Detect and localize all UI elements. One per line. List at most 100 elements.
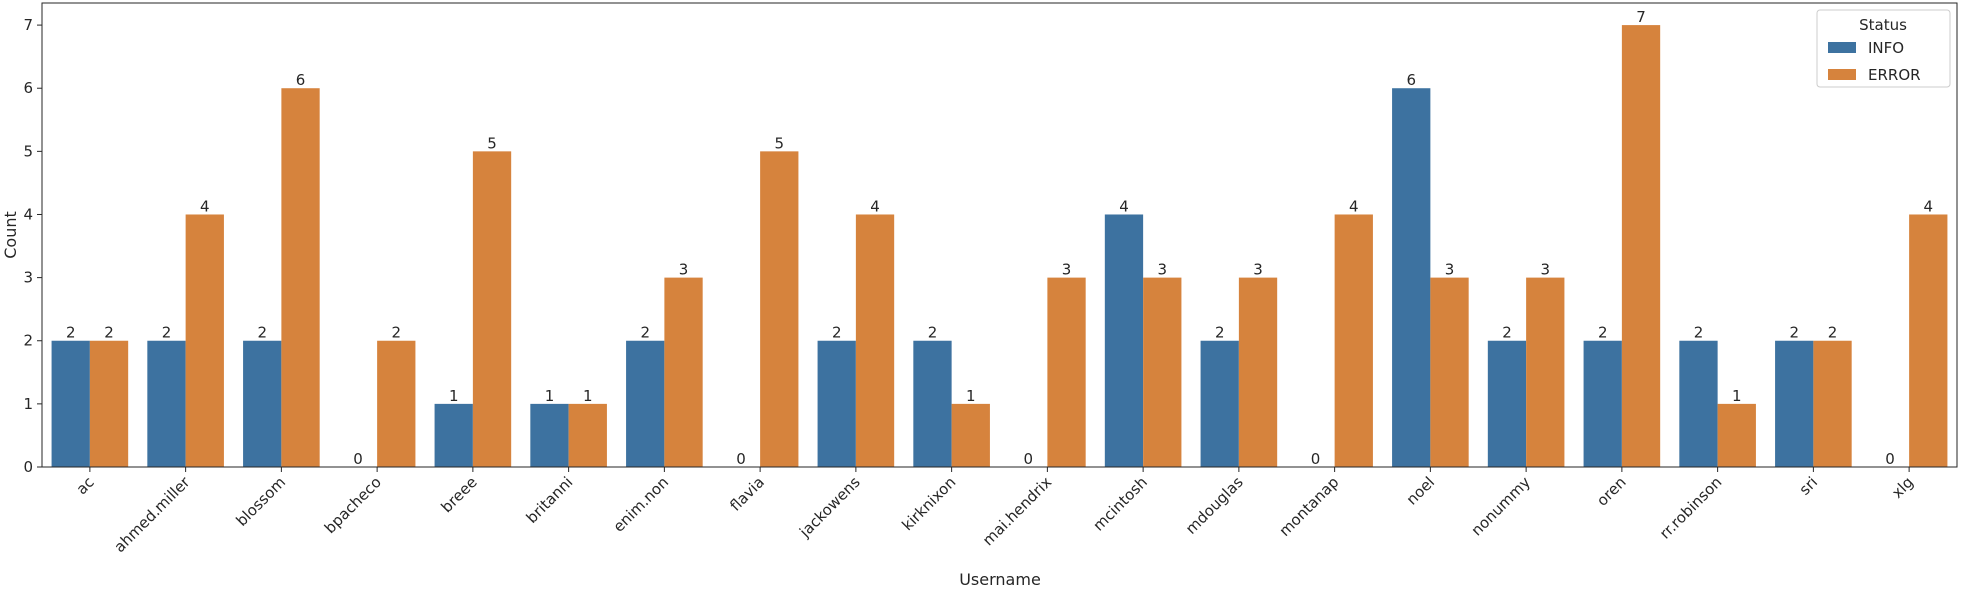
data-label-info-2: 2: [257, 324, 267, 342]
x-tick-label-1: ahmed.miller: [110, 473, 194, 557]
legend-label-info: INFO: [1868, 39, 1904, 57]
data-label-info-14: 6: [1406, 71, 1416, 89]
x-tick-label-7: flavia: [726, 473, 768, 515]
data-label-info-7: 0: [736, 450, 746, 468]
x-axis-title: Username: [959, 570, 1041, 589]
data-label-info-3: 0: [353, 450, 363, 468]
x-tick-label-18: sri: [1796, 473, 1822, 499]
x-tick-label-8: jackowens: [795, 473, 864, 542]
x-tick-label-13: montanap: [1276, 473, 1343, 540]
bar-error-9: [951, 403, 990, 467]
data-label-info-15: 2: [1502, 324, 1512, 342]
data-label-error-14: 3: [1445, 261, 1455, 279]
legend-label-error: ERROR: [1868, 66, 1921, 84]
data-label-info-9: 2: [928, 324, 938, 342]
x-tick-label-2: blossom: [232, 473, 289, 530]
legend-swatch-info: [1828, 42, 1856, 53]
data-label-info-4: 1: [449, 387, 459, 405]
bar-error-3: [377, 340, 416, 467]
data-label-error-10: 3: [1062, 261, 1072, 279]
bar-error-1: [185, 214, 224, 467]
x-tick-label-10: mai.hendrix: [979, 473, 1055, 549]
data-label-error-1: 4: [200, 197, 210, 215]
bar-error-10: [1047, 277, 1086, 467]
data-label-info-19: 0: [1885, 450, 1895, 468]
bar-error-11: [1143, 277, 1182, 467]
bar-error-0: [89, 340, 129, 467]
data-label-info-8: 2: [832, 324, 842, 342]
bar-info-6: [626, 340, 665, 467]
bars-layer: [51, 25, 1948, 467]
x-tick-label-15: nonummy: [1468, 473, 1534, 539]
bar-info-15: [1487, 340, 1527, 467]
x-tick-label-16: oren: [1593, 473, 1630, 510]
data-label-info-12: 2: [1215, 324, 1225, 342]
bar-error-17: [1717, 403, 1756, 467]
bar-error-5: [568, 403, 607, 467]
legend-swatch-error: [1828, 69, 1856, 80]
bar-error-7: [760, 151, 799, 467]
legend: Status INFO ERROR: [1816, 9, 1951, 88]
data-label-info-6: 2: [640, 324, 650, 342]
bar-info-9: [913, 340, 952, 467]
data-label-info-18: 2: [1789, 324, 1799, 342]
data-labels-layer: 2 2 2 4 2 6 0 2 1 5 1 1 2 3 0 5 2 4 2 1 0 3 4 3 2 3 0 4 6 3 2 3 2 7 2 1 2 2 0 4: [66, 8, 1933, 468]
x-tick-label-6: enim.non: [610, 473, 673, 536]
data-label-error-16: 7: [1636, 8, 1646, 26]
x-tick-label-0: ac: [73, 473, 98, 498]
y-tick-label-0: 0: [23, 458, 33, 476]
x-tick-label-14: noel: [1403, 473, 1438, 508]
bar-error-2: [281, 88, 320, 467]
x-tick-label-17: rr.robinson: [1656, 473, 1725, 542]
y-axis: 0 1 2 3 4 5 6 7: [23, 16, 42, 476]
y-tick-label-7: 7: [23, 16, 33, 34]
bar-error-4: [472, 151, 512, 467]
data-label-error-6: 3: [679, 261, 689, 279]
x-tick-label-3: bpacheco: [321, 473, 385, 537]
data-label-info-5: 1: [545, 387, 555, 405]
y-tick-label-4: 4: [23, 205, 33, 223]
bar-error-12: [1238, 277, 1278, 467]
bar-error-14: [1430, 277, 1469, 467]
y-axis-title: Count: [1, 211, 20, 259]
legend-title: Status: [1859, 16, 1907, 34]
data-label-error-4: 5: [487, 134, 497, 152]
y-tick-label-6: 6: [23, 79, 33, 97]
bar-error-19: [1909, 214, 1948, 467]
bar-info-8: [817, 340, 856, 467]
bar-error-16: [1621, 25, 1661, 467]
x-tick-label-12: mdouglas: [1182, 473, 1247, 538]
bar-error-8: [855, 214, 895, 467]
y-tick-label-5: 5: [23, 142, 33, 160]
data-label-info-17: 2: [1694, 324, 1704, 342]
data-label-info-0: 2: [66, 324, 76, 342]
x-axis: ac ahmed.miller blossom bpacheco breee britan…: [73, 467, 1917, 556]
bar-info-4: [434, 403, 473, 467]
bar-info-16: [1583, 340, 1622, 467]
data-label-error-18: 2: [1828, 324, 1838, 342]
data-label-error-9: 1: [966, 387, 976, 405]
bar-error-18: [1813, 340, 1852, 467]
data-label-error-0: 2: [104, 324, 114, 342]
bar-info-11: [1104, 214, 1144, 467]
data-label-info-16: 2: [1598, 324, 1608, 342]
plot-frame: [41, 2, 1958, 468]
bar-info-0: [51, 340, 90, 467]
data-label-error-19: 4: [1924, 197, 1934, 215]
x-tick-label-11: mcintosh: [1089, 473, 1150, 534]
data-label-error-5: 1: [583, 387, 593, 405]
data-label-info-11: 4: [1119, 197, 1129, 215]
x-tick-label-4: breee: [438, 473, 481, 516]
data-label-error-7: 5: [775, 134, 785, 152]
legend-frame: [1816, 9, 1951, 88]
data-label-error-2: 6: [296, 71, 306, 89]
bar-error-15: [1526, 277, 1565, 467]
bar-info-1: [147, 340, 186, 467]
bar-info-18: [1775, 340, 1814, 467]
x-tick-label-5: britanni: [523, 473, 577, 527]
x-tick-label-9: kirknixon: [898, 473, 959, 534]
bar-info-17: [1679, 340, 1718, 467]
data-label-error-17: 1: [1732, 387, 1742, 405]
data-label-error-12: 3: [1253, 261, 1263, 279]
